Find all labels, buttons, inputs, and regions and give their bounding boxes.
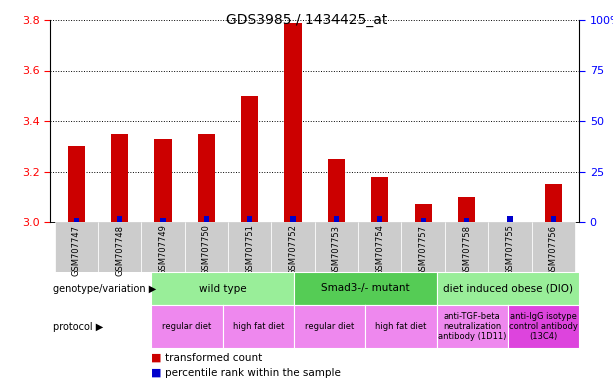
Text: GSM707752: GSM707752	[289, 225, 297, 275]
Bar	[228, 222, 272, 272]
Text: wild type: wild type	[199, 283, 246, 293]
Bar	[550, 216, 556, 222]
Bar	[371, 177, 389, 222]
Text: protocol ▶: protocol ▶	[53, 321, 104, 331]
Text: GSM707753: GSM707753	[332, 225, 341, 275]
Bar	[458, 197, 475, 222]
Bar	[291, 216, 295, 222]
Bar	[154, 139, 172, 222]
Text: GSM707756: GSM707756	[549, 225, 558, 275]
Text: GSM707748: GSM707748	[115, 225, 124, 275]
Bar	[74, 218, 79, 222]
Bar	[247, 216, 253, 222]
Bar	[204, 216, 209, 222]
Bar	[421, 218, 426, 222]
Bar	[377, 216, 383, 222]
Text: GSM707757: GSM707757	[419, 225, 428, 275]
Text: percentile rank within the sample: percentile rank within the sample	[165, 368, 341, 378]
Text: GSM707749: GSM707749	[159, 225, 167, 275]
Text: regular diet: regular diet	[305, 322, 354, 331]
Bar	[315, 222, 358, 272]
Bar	[111, 134, 128, 222]
Bar	[284, 23, 302, 222]
Bar	[185, 222, 228, 272]
Bar	[55, 222, 98, 272]
Bar	[358, 222, 402, 272]
Text: anti-IgG isotype
control antibody
(13C4): anti-IgG isotype control antibody (13C4)	[509, 311, 578, 341]
Bar	[328, 159, 345, 222]
Text: GSM707750: GSM707750	[202, 225, 211, 275]
Bar	[414, 204, 432, 222]
Text: genotype/variation ▶: genotype/variation ▶	[53, 283, 156, 293]
Bar	[508, 216, 512, 222]
Text: regular diet: regular diet	[162, 322, 211, 331]
Bar	[67, 146, 85, 222]
Text: high fat diet: high fat diet	[375, 322, 427, 331]
Text: GSM707751: GSM707751	[245, 225, 254, 275]
Text: high fat diet: high fat diet	[233, 322, 284, 331]
Bar	[531, 222, 575, 272]
Text: GSM707755: GSM707755	[505, 225, 514, 275]
Bar	[241, 96, 259, 222]
Bar	[544, 184, 562, 222]
Text: diet induced obese (DIO): diet induced obese (DIO)	[443, 283, 573, 293]
Text: GSM707754: GSM707754	[375, 225, 384, 275]
Text: GSM707747: GSM707747	[72, 225, 81, 275]
Text: transformed count: transformed count	[165, 353, 262, 362]
Bar	[402, 222, 445, 272]
Text: ■: ■	[151, 353, 162, 362]
Bar	[445, 222, 488, 272]
Bar	[198, 134, 215, 222]
Bar	[334, 216, 339, 222]
Bar	[161, 218, 166, 222]
Bar	[98, 222, 142, 272]
Bar	[488, 222, 531, 272]
Text: anti-TGF-beta
neutralization
antibody (1D11): anti-TGF-beta neutralization antibody (1…	[438, 311, 506, 341]
Bar	[142, 222, 185, 272]
Text: GDS3985 / 1434425_at: GDS3985 / 1434425_at	[226, 13, 387, 27]
Bar	[272, 222, 315, 272]
Text: Smad3-/- mutant: Smad3-/- mutant	[321, 283, 409, 293]
Bar	[117, 216, 122, 222]
Bar	[464, 218, 469, 222]
Text: ■: ■	[151, 368, 162, 378]
Text: GSM707758: GSM707758	[462, 225, 471, 275]
